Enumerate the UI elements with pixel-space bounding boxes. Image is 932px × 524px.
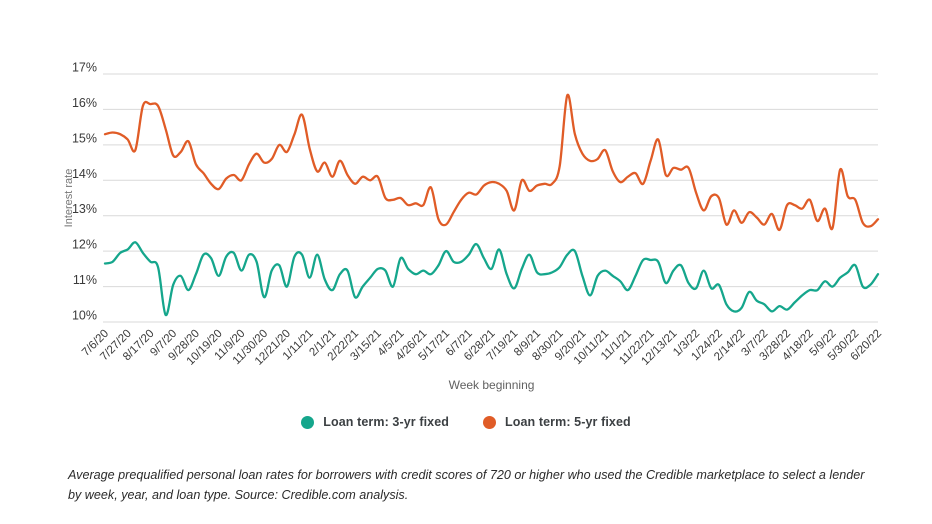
legend-dot-3yr-icon — [301, 415, 315, 429]
y-tick-label: 14% — [72, 167, 97, 181]
y-tick-label: 17% — [72, 61, 97, 75]
chart-caption: Average prequalified personal loan rates… — [68, 467, 865, 502]
legend-dot-5yr-icon — [483, 415, 496, 429]
legend-item-3yr: Loan term: 3-yr fixed — [301, 415, 449, 429]
y-tick-label: 13% — [72, 202, 97, 216]
y-tick-label: 16% — [72, 96, 97, 110]
y-tick-label: 11% — [73, 273, 97, 287]
x-axis-title: Week beginning — [449, 378, 535, 392]
series-line-0 — [103, 241, 880, 317]
y-axis-title: Interest rate — [63, 169, 75, 228]
chart-legend: Loan term: 3-yr fixed Loan term: 5-yr fi… — [0, 408, 932, 436]
y-tick-label: 12% — [72, 238, 97, 252]
legend-item-5yr: Loan term: 5-yr fixed — [483, 415, 631, 429]
legend-label-3yr: Loan term: 3-yr fixed — [323, 415, 449, 429]
y-tick-label: 10% — [72, 309, 97, 323]
rates-line-chart: 10%11%12%13%14%15%16%17%Interest rate7/6… — [63, 61, 884, 393]
legend-label-5yr: Loan term: 5-yr fixed — [505, 415, 631, 429]
series-line-1 — [103, 93, 880, 232]
y-tick-label: 15% — [72, 131, 97, 145]
